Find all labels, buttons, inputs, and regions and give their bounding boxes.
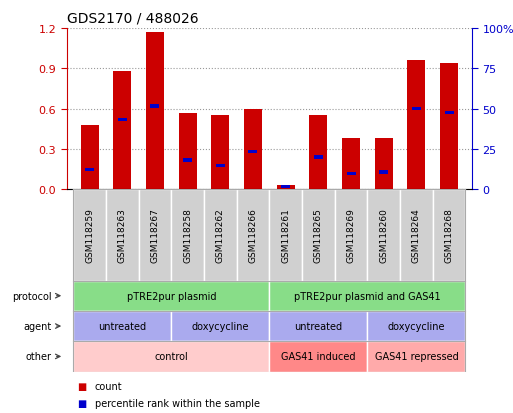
Text: GSM118265: GSM118265 <box>314 208 323 263</box>
Bar <box>440 64 458 190</box>
Bar <box>211 116 229 190</box>
Text: pTRE2pur plasmid and GAS41: pTRE2pur plasmid and GAS41 <box>294 291 441 301</box>
Bar <box>113 72 131 190</box>
Bar <box>236 190 269 281</box>
Bar <box>412 108 421 111</box>
Text: GSM118259: GSM118259 <box>85 208 94 263</box>
Bar <box>269 311 367 342</box>
Bar <box>407 61 425 190</box>
Text: untreated: untreated <box>98 321 146 331</box>
Bar <box>85 168 94 171</box>
Text: control: control <box>154 351 188 361</box>
Bar <box>146 33 164 190</box>
Bar <box>118 119 127 122</box>
Bar <box>347 172 356 176</box>
Text: doxycycline: doxycycline <box>191 321 249 331</box>
Bar <box>139 190 171 281</box>
Bar <box>179 114 196 190</box>
Bar <box>269 281 465 311</box>
Bar <box>204 190 236 281</box>
Text: percentile rank within the sample: percentile rank within the sample <box>95 398 260 408</box>
Bar <box>379 171 388 174</box>
Text: GSM118267: GSM118267 <box>150 208 160 263</box>
Text: GAS41 induced: GAS41 induced <box>281 351 356 361</box>
Text: GSM118263: GSM118263 <box>118 208 127 263</box>
Bar <box>281 185 290 189</box>
Text: GAS41 repressed: GAS41 repressed <box>374 351 458 361</box>
Bar <box>309 116 327 190</box>
Text: GSM118260: GSM118260 <box>379 208 388 263</box>
Bar <box>216 164 225 168</box>
Bar <box>367 311 465 342</box>
Text: count: count <box>95 381 123 391</box>
Bar <box>277 186 294 190</box>
Text: ■: ■ <box>77 398 86 408</box>
Text: untreated: untreated <box>294 321 342 331</box>
Text: GSM118261: GSM118261 <box>281 208 290 263</box>
Bar <box>334 190 367 281</box>
Bar <box>73 281 269 311</box>
Bar <box>106 190 139 281</box>
Text: other: other <box>25 351 51 361</box>
Bar <box>183 159 192 162</box>
Text: pTRE2pur plasmid: pTRE2pur plasmid <box>127 291 216 301</box>
Text: GSM118262: GSM118262 <box>216 208 225 263</box>
Bar <box>342 139 360 190</box>
Bar <box>314 156 323 159</box>
Bar <box>400 190 433 281</box>
Text: protocol: protocol <box>12 291 51 301</box>
Text: ■: ■ <box>77 381 86 391</box>
Bar <box>269 190 302 281</box>
Text: GSM118264: GSM118264 <box>412 208 421 263</box>
Bar <box>73 311 171 342</box>
Bar <box>367 190 400 281</box>
Bar <box>269 342 367 372</box>
Text: GSM118266: GSM118266 <box>248 208 258 263</box>
Text: GSM118268: GSM118268 <box>445 208 453 263</box>
Bar <box>374 139 393 190</box>
Bar <box>302 190 334 281</box>
Bar <box>433 190 465 281</box>
Bar <box>81 126 98 190</box>
Text: doxycycline: doxycycline <box>388 321 445 331</box>
Text: GSM118269: GSM118269 <box>347 208 356 263</box>
Bar <box>248 151 258 154</box>
Text: GSM118258: GSM118258 <box>183 208 192 263</box>
Text: agent: agent <box>23 321 51 331</box>
Bar <box>445 112 453 115</box>
Bar <box>367 342 465 372</box>
Bar <box>73 342 269 372</box>
Bar <box>244 109 262 190</box>
Bar <box>73 190 106 281</box>
Bar <box>171 311 269 342</box>
Bar <box>150 105 160 109</box>
Bar <box>171 190 204 281</box>
Text: GDS2170 / 488026: GDS2170 / 488026 <box>67 11 199 25</box>
